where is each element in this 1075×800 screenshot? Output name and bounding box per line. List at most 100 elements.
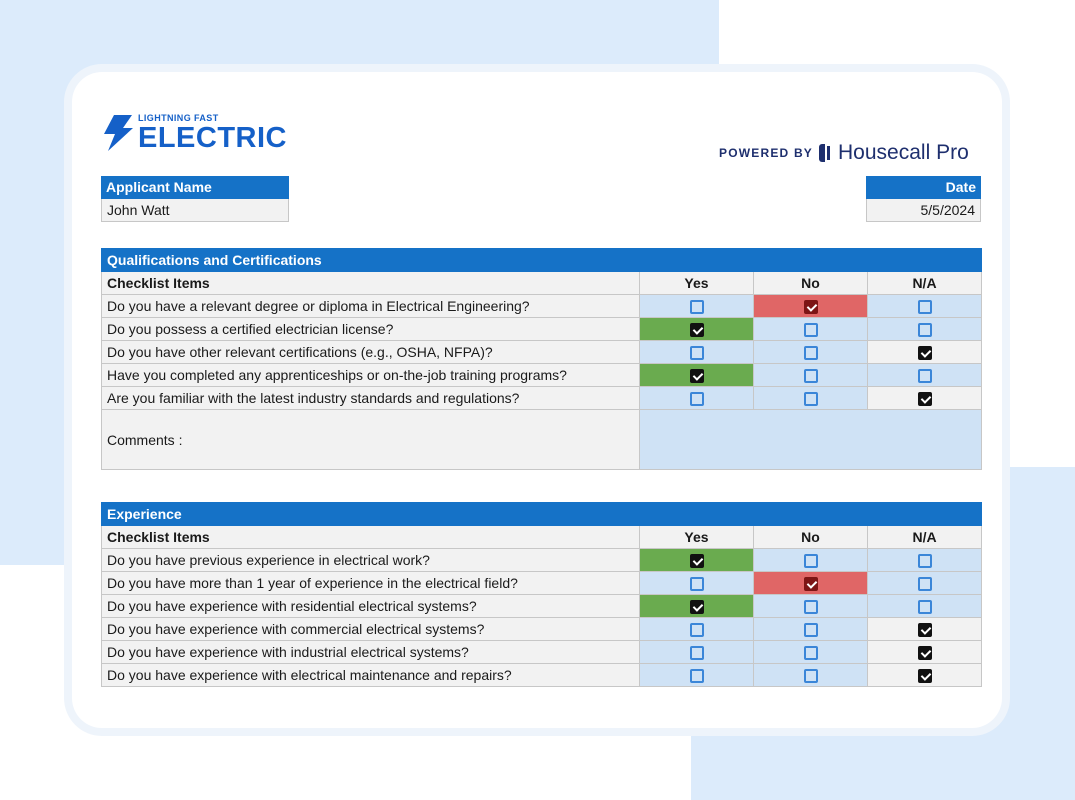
column-header-yes: Yes bbox=[639, 271, 754, 295]
checkbox-yes[interactable] bbox=[689, 623, 704, 638]
checklist-question: Do you have previous experience in elect… bbox=[101, 548, 640, 572]
checkbox-no[interactable] bbox=[803, 369, 818, 384]
checkbox-no[interactable] bbox=[803, 346, 818, 361]
experience-table: Experience Checklist Items Yes No N/A Do… bbox=[100, 502, 983, 687]
checkbox-na[interactable] bbox=[917, 323, 932, 338]
checkbox-na-checked[interactable] bbox=[917, 623, 932, 638]
qualifications-table: Qualifications and Certifications Checkl… bbox=[100, 248, 983, 470]
powered-by-brand: Housecall Pro bbox=[838, 141, 969, 164]
checkbox-no-checked[interactable] bbox=[803, 577, 818, 592]
answer-cell-no bbox=[753, 294, 868, 318]
checkbox-yes[interactable] bbox=[689, 577, 704, 592]
checkbox-na[interactable] bbox=[917, 577, 932, 592]
checklist-row: Do you have experience with residential … bbox=[101, 594, 983, 618]
checklist-row: Do you possess a certified electrician l… bbox=[101, 317, 983, 341]
checklist-row: Do you have other relevant certification… bbox=[101, 340, 983, 364]
checkbox-na[interactable] bbox=[917, 300, 932, 315]
answer-cell-na bbox=[866, 594, 983, 618]
checkbox-yes[interactable] bbox=[689, 669, 704, 684]
answer-cell-yes bbox=[639, 363, 754, 387]
checklist-question: Do you possess a certified electrician l… bbox=[101, 317, 640, 341]
checklist-question: Do you have experience with industrial e… bbox=[101, 640, 640, 664]
answer-cell-na bbox=[866, 317, 983, 341]
answer-cell-no bbox=[753, 663, 868, 687]
checkbox-na[interactable] bbox=[917, 369, 932, 384]
checkbox-yes-checked[interactable] bbox=[689, 600, 704, 615]
checkbox-na-checked[interactable] bbox=[917, 392, 932, 407]
checkbox-yes-checked[interactable] bbox=[689, 323, 704, 338]
checklist-question: Have you completed any apprenticeships o… bbox=[101, 363, 640, 387]
answer-cell-yes bbox=[639, 294, 754, 318]
checkbox-na[interactable] bbox=[917, 554, 932, 569]
checklist-question: Do you have experience with electrical m… bbox=[101, 663, 640, 687]
date-label: Date bbox=[866, 176, 981, 199]
answer-cell-na bbox=[866, 663, 983, 687]
column-header-no: No bbox=[753, 271, 868, 295]
checklist-row: Do you have previous experience in elect… bbox=[101, 548, 983, 572]
checkbox-no[interactable] bbox=[803, 392, 818, 407]
date-value[interactable]: 5/5/2024 bbox=[866, 199, 981, 222]
answer-cell-no bbox=[753, 386, 868, 410]
checkbox-yes[interactable] bbox=[689, 646, 704, 661]
column-header-no: No bbox=[753, 525, 868, 549]
answer-cell-no bbox=[753, 617, 868, 641]
answer-cell-na bbox=[866, 548, 983, 572]
checklist-row: Do you have experience with commercial e… bbox=[101, 617, 983, 641]
checkbox-no[interactable] bbox=[803, 669, 818, 684]
checkbox-no[interactable] bbox=[803, 600, 818, 615]
applicant-name-value[interactable]: John Watt bbox=[101, 199, 289, 222]
checklist-row: Do you have experience with electrical m… bbox=[101, 663, 983, 687]
checklist-question: Do you have more than 1 year of experien… bbox=[101, 571, 640, 595]
answer-cell-na bbox=[866, 640, 983, 664]
comments-input[interactable] bbox=[638, 409, 983, 470]
answer-cell-na bbox=[866, 294, 983, 318]
checklist-row: Do you have a relevant degree or diploma… bbox=[101, 294, 983, 318]
comments-label: Comments : bbox=[101, 409, 640, 470]
housecall-pro-logo-icon bbox=[819, 144, 831, 162]
column-header-yes: Yes bbox=[639, 525, 754, 549]
powered-by-badge: POWERED BY Housecall Pro bbox=[719, 140, 969, 166]
answer-cell-no bbox=[753, 363, 868, 387]
column-header-items: Checklist Items bbox=[101, 525, 640, 549]
checkbox-no-checked[interactable] bbox=[803, 300, 818, 315]
checkbox-yes-checked[interactable] bbox=[689, 369, 704, 384]
answer-cell-no bbox=[753, 594, 868, 618]
checklist-row: Are you familiar with the latest industr… bbox=[101, 386, 983, 410]
applicant-name-label: Applicant Name bbox=[101, 176, 289, 199]
checkbox-na[interactable] bbox=[917, 600, 932, 615]
answer-cell-yes bbox=[639, 386, 754, 410]
answer-cell-no bbox=[753, 640, 868, 664]
applicant-name-field: Applicant Name John Watt bbox=[101, 176, 289, 222]
column-header-na: N/A bbox=[866, 271, 983, 295]
checkbox-yes[interactable] bbox=[689, 346, 704, 361]
checkbox-no[interactable] bbox=[803, 323, 818, 338]
answer-cell-na bbox=[866, 363, 983, 387]
answer-cell-yes bbox=[639, 340, 754, 364]
column-header-items: Checklist Items bbox=[101, 271, 640, 295]
checklist-row: Have you completed any apprenticeships o… bbox=[101, 363, 983, 387]
logo-tagline: LIGHTNING FAST bbox=[138, 113, 219, 123]
checklist-row: Do you have more than 1 year of experien… bbox=[101, 571, 983, 595]
section-title: Qualifications and Certifications bbox=[100, 248, 983, 272]
checkbox-no[interactable] bbox=[803, 554, 818, 569]
checklist-question: Are you familiar with the latest industr… bbox=[101, 386, 640, 410]
checkbox-no[interactable] bbox=[803, 623, 818, 638]
checklist-row: Do you have experience with industrial e… bbox=[101, 640, 983, 664]
answer-cell-yes bbox=[639, 617, 754, 641]
checkbox-yes[interactable] bbox=[689, 300, 704, 315]
answer-cell-yes bbox=[639, 640, 754, 664]
date-field: Date 5/5/2024 bbox=[866, 176, 981, 222]
checklist-question: Do you have a relevant degree or diploma… bbox=[101, 294, 640, 318]
powered-by-label: POWERED BY bbox=[719, 146, 814, 160]
answer-cell-yes bbox=[639, 571, 754, 595]
checkbox-na-checked[interactable] bbox=[917, 669, 932, 684]
checkbox-na-checked[interactable] bbox=[917, 646, 932, 661]
checkbox-yes-checked[interactable] bbox=[689, 554, 704, 569]
answer-cell-na bbox=[866, 617, 983, 641]
column-header-na: N/A bbox=[866, 525, 983, 549]
checkbox-no[interactable] bbox=[803, 646, 818, 661]
checkbox-na-checked[interactable] bbox=[917, 346, 932, 361]
company-logo: LIGHTNING FAST ELECTRIC bbox=[102, 112, 302, 154]
checkbox-yes[interactable] bbox=[689, 392, 704, 407]
checklist-question: Do you have experience with commercial e… bbox=[101, 617, 640, 641]
